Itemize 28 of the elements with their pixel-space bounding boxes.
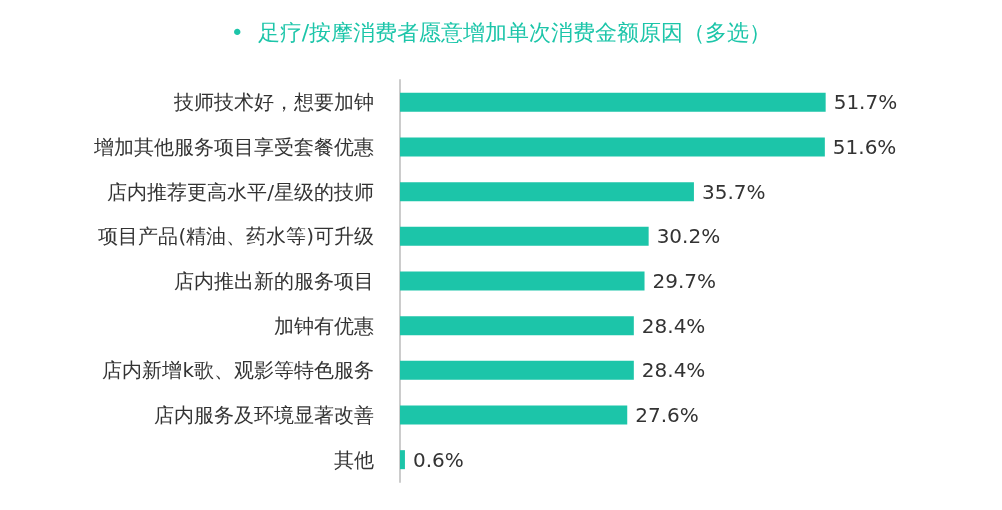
bar [400, 360, 634, 380]
data-label: 27.6% [635, 403, 699, 427]
data-label: 51.7% [833, 90, 898, 115]
chart-title: • 足疗/按摩消费者愿意增加单次消费金额原因（多选） [230, 19, 772, 45]
bar [400, 450, 405, 470]
y-tick-label: 店内服务及环境显著改善 [154, 403, 374, 427]
data-label: 29.7% [652, 269, 717, 293]
y-tick-label: 店内推出新的服务项目 [174, 269, 374, 293]
y-tick-label: 其他 [334, 447, 374, 472]
y-tick-label: 增加其他服务项目享受套餐优惠 [93, 135, 374, 159]
data-label: 28.4% [641, 313, 706, 338]
bar [400, 405, 628, 425]
bar [400, 271, 645, 291]
y-tick-label: 店内推荐更高水平/星级的技师 [107, 179, 374, 204]
bar [400, 137, 825, 157]
data-label: 28.4% [641, 358, 706, 383]
bar [400, 182, 694, 202]
y-tick-label: 店内新增k歌、观影等特色服务 [102, 358, 374, 383]
data-label: 51.6% [832, 135, 897, 159]
bar [400, 92, 826, 112]
y-tick-label: 项目产品(精油、药水等)可升级 [98, 224, 374, 249]
bar [400, 226, 649, 246]
y-tick-label: 技师技术好，想要加钟 [173, 90, 374, 115]
data-label: 0.6% [412, 447, 464, 472]
bar [400, 316, 634, 336]
data-label: 35.7% [701, 179, 766, 204]
y-tick-label: 加钟有优惠 [274, 313, 374, 338]
data-label: 30.2% [656, 224, 721, 249]
